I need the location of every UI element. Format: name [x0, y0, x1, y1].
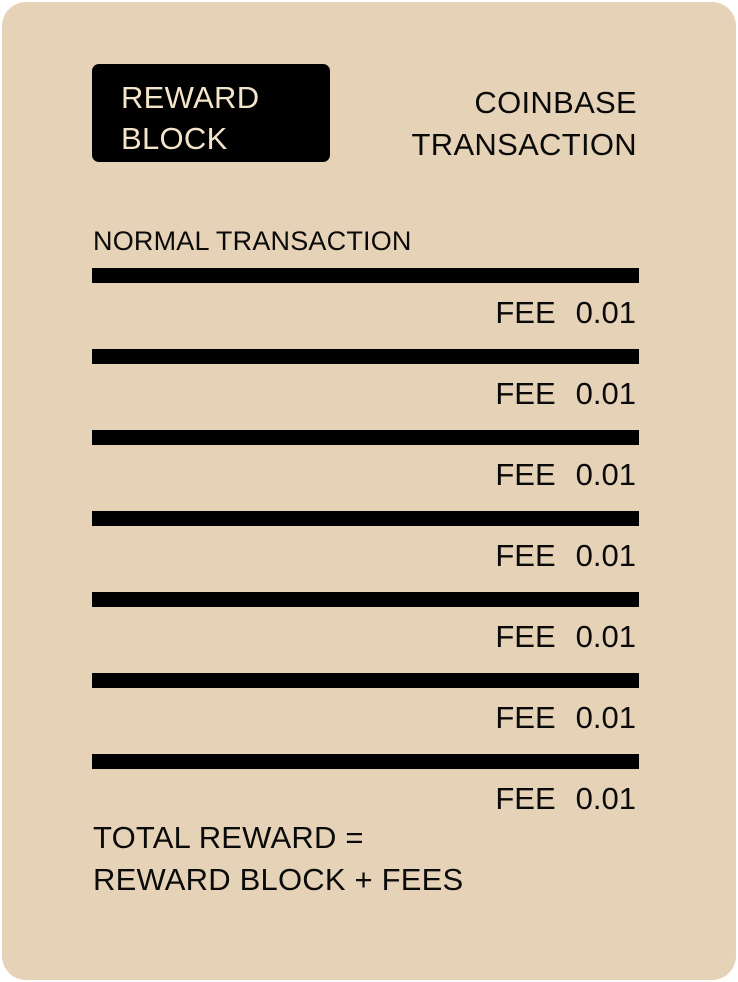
fee-value: 0.01 [575, 457, 636, 492]
fee-label: FEE [495, 538, 556, 573]
transaction-fee: FEE 0.01 [495, 456, 636, 494]
reward-block-label-line1: REWARD [121, 80, 260, 115]
total-reward-formula: TOTAL REWARD = REWARD BLOCK + FEES [93, 817, 463, 901]
transaction-fee: FEE 0.01 [495, 375, 636, 413]
fee-label: FEE [495, 781, 556, 816]
fee-label: FEE [495, 457, 556, 492]
transaction-bar [92, 349, 639, 364]
fee-value: 0.01 [575, 376, 636, 411]
fee-label: FEE [495, 619, 556, 654]
reward-block-box: REWARD BLOCK [92, 64, 330, 162]
fee-label: FEE [495, 376, 556, 411]
fee-value: 0.01 [575, 619, 636, 654]
fee-label: FEE [495, 295, 556, 330]
coinbase-label-line2: TRANSACTION [411, 127, 637, 162]
transaction-fee: FEE 0.01 [495, 699, 636, 737]
fee-value: 0.01 [575, 700, 636, 735]
transaction-bar [92, 754, 639, 769]
transaction-bar [92, 673, 639, 688]
fee-value: 0.01 [575, 538, 636, 573]
transaction-fee: FEE 0.01 [495, 294, 636, 332]
transaction-bar [92, 430, 639, 445]
normal-transaction-label: NORMAL TRANSACTION [93, 226, 412, 256]
reward-block-label-line2: BLOCK [121, 121, 228, 156]
total-reward-line1: TOTAL REWARD = [93, 820, 364, 855]
fee-value: 0.01 [575, 295, 636, 330]
transaction-bar [92, 592, 639, 607]
coinbase-label-line1: COINBASE [474, 85, 637, 120]
transaction-bar [92, 511, 639, 526]
transaction-fee: FEE 0.01 [495, 780, 636, 818]
transaction-fee: FEE 0.01 [495, 618, 636, 656]
transaction-fee: FEE 0.01 [495, 537, 636, 575]
transaction-bar [92, 268, 639, 283]
fee-value: 0.01 [575, 781, 636, 816]
fee-label: FEE [495, 700, 556, 735]
coinbase-transaction-label: COINBASE TRANSACTION [412, 82, 637, 166]
total-reward-line2: REWARD BLOCK + FEES [93, 862, 464, 897]
